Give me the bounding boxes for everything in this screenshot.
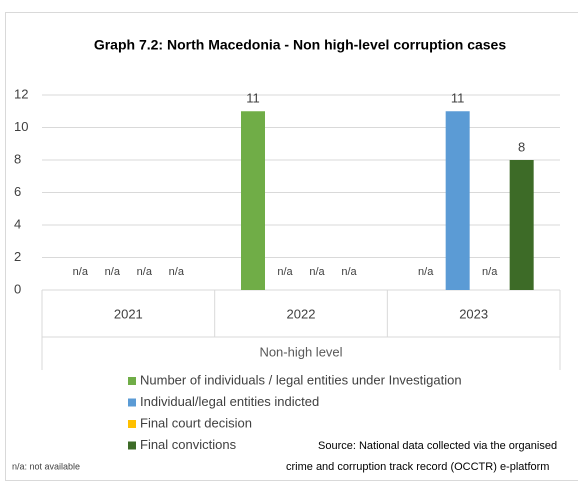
legend-label: Final convictions: [140, 437, 237, 452]
data-label: n/a: [105, 266, 121, 278]
data-label: n/a: [137, 266, 153, 278]
footnote: n/a: not available: [12, 461, 80, 471]
y-tick-label: 12: [14, 86, 28, 101]
data-label: n/a: [341, 266, 357, 278]
data-label: n/a: [418, 266, 434, 278]
data-label: n/a: [73, 266, 89, 278]
legend-swatch: [128, 420, 136, 428]
y-tick-label: 10: [14, 119, 28, 134]
chart-title: Graph 7.2: North Macedonia - Non high-le…: [94, 37, 507, 53]
data-label: n/a: [169, 266, 185, 278]
legend-swatch: [128, 377, 136, 385]
y-tick-label: 0: [14, 281, 21, 296]
legend-label: Individual/legal entities indicted: [140, 394, 319, 409]
source-line: crime and corruption track record (OCCTR…: [286, 461, 549, 473]
data-label: 11: [246, 91, 260, 106]
bar: [445, 111, 470, 290]
x-tick-label: 2022: [287, 306, 316, 321]
group-label: Non-high level: [259, 344, 342, 359]
legend-swatch: [128, 398, 136, 407]
y-tick-label: 8: [14, 151, 21, 166]
data-label: n/a: [309, 266, 325, 278]
data-label: 11: [451, 91, 465, 106]
legend-label: Number of individuals / legal entities u…: [140, 372, 462, 387]
x-tick-label: 2023: [459, 306, 488, 321]
chart-border: [5, 12, 578, 481]
y-tick-label: 4: [14, 216, 21, 231]
y-tick-label: 2: [14, 249, 21, 264]
x-tick-label: 2021: [114, 306, 143, 321]
bar: [241, 111, 265, 290]
legend-swatch: [128, 441, 136, 450]
data-label: 8: [518, 139, 525, 154]
data-label: n/a: [482, 266, 498, 278]
source-line: Source: National data collected via the …: [318, 440, 557, 452]
bar: [509, 160, 534, 290]
legend-label: Final court decision: [140, 415, 252, 430]
y-tick-label: 6: [14, 184, 21, 199]
data-label: n/a: [277, 266, 293, 278]
